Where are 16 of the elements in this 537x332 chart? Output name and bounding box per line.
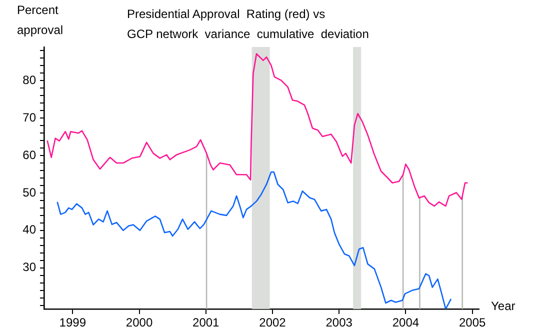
- x-tick-label: 2002: [259, 316, 286, 330]
- chart-title: Presidential Approval Rating (red) vs GCP network variance cumulative deviation: [127, 6, 369, 43]
- y-tick-label: 50: [22, 185, 36, 200]
- y-tick-label: 80: [22, 73, 36, 87]
- x-tick-label: 1999: [59, 316, 86, 330]
- x-tick-label: 2000: [126, 316, 153, 330]
- x-tick-label: 2004: [392, 316, 420, 330]
- y-tick-label: 30: [22, 260, 36, 274]
- y-tick-label: 40: [22, 222, 36, 237]
- x-tick-label: 2005: [458, 316, 486, 330]
- y-tick-label: 60: [22, 148, 36, 162]
- y-axis-title: Percent approval: [17, 2, 64, 39]
- x-axis-title: Year: [491, 298, 516, 315]
- x-tick-label: 2003: [326, 316, 353, 330]
- y-tick-label: 70: [22, 110, 36, 124]
- x-tick-label: 2001: [192, 316, 220, 330]
